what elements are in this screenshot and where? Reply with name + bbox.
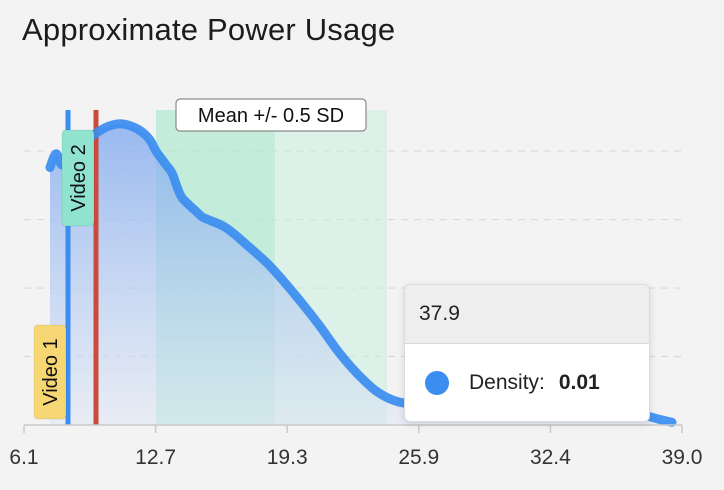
tooltip-value: 0.01 — [558, 371, 600, 394]
series-dot-icon — [425, 371, 449, 395]
video-1-label: Video 1 — [33, 324, 67, 420]
x-tick-label: 19.3 — [267, 446, 308, 469]
band-label-box — [175, 98, 367, 132]
marker-label-box — [33, 324, 67, 420]
marker-labels: Video 1 Video 2 — [33, 129, 95, 420]
tooltip: 37.9 Density: 0.01 — [404, 284, 650, 422]
tooltip-x-value: 37.9 — [405, 285, 649, 344]
band-label-text: Mean +/- 0.5 SD — [198, 105, 344, 127]
density-area-fill — [50, 123, 672, 426]
density-area — [50, 123, 672, 426]
x-axis: 6.1 12.7 19.3 25.9 32.4 39.0 — [9, 424, 703, 469]
marker-label-text: Video 2 — [68, 144, 90, 211]
marker-label-text: Video 1 — [40, 338, 62, 405]
video-2-label: Video 2 — [61, 129, 95, 227]
marker-label-box — [61, 129, 95, 227]
tooltip-row: Density: 0.01 — [405, 344, 649, 421]
x-tick-label: 32.4 — [530, 446, 571, 469]
chart-title: Approximate Power Usage — [22, 12, 396, 47]
x-tick-label: 6.1 — [9, 446, 38, 469]
tooltip-series-label: Density: — [469, 371, 545, 394]
x-tick-label: 39.0 — [662, 446, 703, 469]
sd-band-label: Mean +/- 0.5 SD — [175, 98, 367, 132]
band-label: Mean +/- 0.5 SD — [175, 98, 367, 132]
x-tick-label: 25.9 — [398, 446, 439, 469]
x-tick-label: 12.7 — [135, 446, 176, 469]
